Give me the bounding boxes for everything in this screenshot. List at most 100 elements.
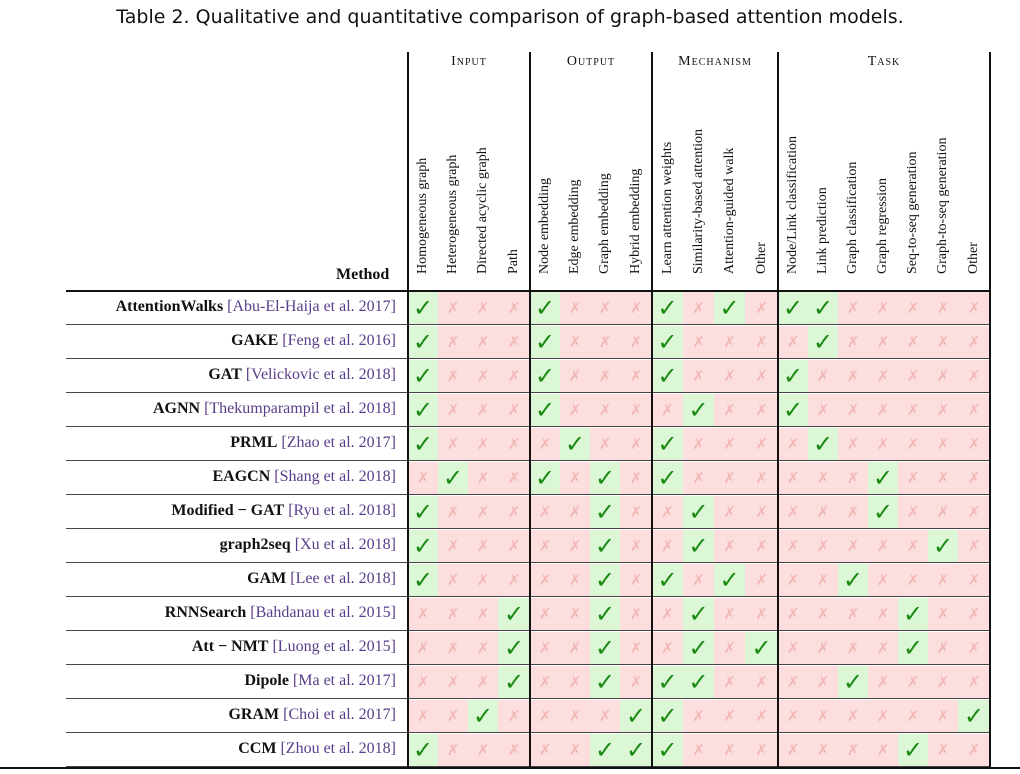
check-mark: ✓ xyxy=(652,666,683,698)
cross-mark: ✗ xyxy=(868,734,898,766)
check-mark: ✓ xyxy=(408,394,438,426)
cross-mark: ✗ xyxy=(620,598,652,630)
cross-mark: ✗ xyxy=(868,564,898,596)
citation-link[interactable]: [Luong et al. 2015] xyxy=(272,638,396,655)
citation-link[interactable]: [Ryu et al. 2018] xyxy=(288,502,396,519)
citation-link[interactable]: [Feng et al. 2016] xyxy=(282,332,396,349)
citation-link[interactable]: [Abu-El-Haija et al. 2017] xyxy=(227,298,396,315)
column-header-label: Graph classification xyxy=(845,161,860,274)
row-label: AttentionWalks [Abu-El-Haija et al. 2017… xyxy=(60,298,396,316)
citation-link[interactable]: [Xu et al. 2018] xyxy=(294,536,396,553)
check-mark: ✓ xyxy=(408,564,438,596)
check-mark: ✓ xyxy=(868,496,898,528)
cross-mark: ✗ xyxy=(898,360,928,392)
cross-mark: ✗ xyxy=(620,292,652,324)
group-divider xyxy=(407,52,409,768)
column-header-label: Edge embedding xyxy=(567,179,582,274)
column-header-label: Other xyxy=(966,242,981,274)
cross-mark: ✗ xyxy=(868,632,898,664)
column-header: Other xyxy=(745,90,778,290)
cross-mark: ✗ xyxy=(530,530,560,562)
cross-mark: ✗ xyxy=(745,326,778,358)
cross-mark: ✗ xyxy=(778,496,808,528)
citation-link[interactable]: [Shang et al. 2018] xyxy=(274,468,396,485)
row-rule xyxy=(66,664,990,665)
cross-mark: ✗ xyxy=(560,496,590,528)
cross-mark: ✗ xyxy=(745,462,778,494)
column-header-label: Seq-to-seq generation xyxy=(905,151,920,274)
cross-mark: ✗ xyxy=(438,734,468,766)
row-label: graph2seq [Xu et al. 2018] xyxy=(60,536,396,554)
cross-mark: ✗ xyxy=(683,292,714,324)
method-name: GAT xyxy=(208,366,242,383)
cross-mark: ✗ xyxy=(468,530,498,562)
cross-mark: ✗ xyxy=(468,666,498,698)
cross-mark: ✗ xyxy=(868,292,898,324)
citation-link[interactable]: [Choi et al. 2017] xyxy=(283,706,396,723)
check-mark: ✓ xyxy=(590,598,620,630)
cross-mark: ✗ xyxy=(958,326,990,358)
check-mark: ✓ xyxy=(438,462,468,494)
cross-mark: ✗ xyxy=(560,462,590,494)
cross-mark: ✗ xyxy=(438,360,468,392)
cross-mark: ✗ xyxy=(498,496,530,528)
check-mark: ✓ xyxy=(652,292,683,324)
cross-mark: ✗ xyxy=(838,360,868,392)
cross-mark: ✗ xyxy=(498,530,530,562)
cross-mark: ✗ xyxy=(745,700,778,732)
column-header: Learn attention weights xyxy=(652,90,683,290)
cross-mark: ✗ xyxy=(928,734,958,766)
check-mark: ✓ xyxy=(590,666,620,698)
cross-mark: ✗ xyxy=(745,394,778,426)
column-header: Similarity-based attention xyxy=(683,90,714,290)
cross-mark: ✗ xyxy=(714,428,745,460)
cross-mark: ✗ xyxy=(438,632,468,664)
citation-link[interactable]: [Lee et al. 2018] xyxy=(290,570,396,587)
check-mark: ✓ xyxy=(714,564,745,596)
check-mark: ✓ xyxy=(683,394,714,426)
cross-mark: ✗ xyxy=(745,666,778,698)
method-name: CCM xyxy=(238,740,277,757)
cross-mark: ✗ xyxy=(683,734,714,766)
cross-mark: ✗ xyxy=(652,496,683,528)
citation-link[interactable]: [Ma et al. 2017] xyxy=(292,672,396,689)
cross-mark: ✗ xyxy=(498,360,530,392)
check-mark: ✓ xyxy=(683,666,714,698)
row-rule xyxy=(66,766,990,767)
cross-mark: ✗ xyxy=(928,462,958,494)
cross-mark: ✗ xyxy=(560,394,590,426)
cross-mark: ✗ xyxy=(838,530,868,562)
row-label: EAGCN [Shang et al. 2018] xyxy=(60,468,396,486)
cross-mark: ✗ xyxy=(620,462,652,494)
cross-mark: ✗ xyxy=(560,360,590,392)
cross-mark: ✗ xyxy=(838,632,868,664)
row-rule xyxy=(66,392,990,393)
cross-mark: ✗ xyxy=(808,734,838,766)
citation-link[interactable]: [Thekumparampil et al. 2018] xyxy=(204,400,396,417)
cross-mark: ✗ xyxy=(898,292,928,324)
cross-mark: ✗ xyxy=(560,598,590,630)
cross-mark: ✗ xyxy=(498,462,530,494)
citation-link[interactable]: [Zhou et al. 2018] xyxy=(280,740,396,757)
cross-mark: ✗ xyxy=(838,394,868,426)
check-mark: ✓ xyxy=(652,326,683,358)
column-header-label: Homogeneous graph xyxy=(415,157,430,274)
citation-link[interactable]: [Zhao et al. 2017] xyxy=(281,434,396,451)
check-mark: ✓ xyxy=(590,734,620,766)
cross-mark: ✗ xyxy=(620,530,652,562)
cross-mark: ✗ xyxy=(808,598,838,630)
column-header-label: Graph embedding xyxy=(597,173,612,274)
method-name: GAM xyxy=(247,570,287,587)
cross-mark: ✗ xyxy=(714,700,745,732)
citation-link[interactable]: [Velickovic et al. 2018] xyxy=(245,366,396,383)
check-mark: ✓ xyxy=(530,326,560,358)
check-mark: ✓ xyxy=(498,598,530,630)
row-rule xyxy=(66,460,990,461)
cross-mark: ✗ xyxy=(438,598,468,630)
citation-link[interactable]: [Bahdanau et al. 2015] xyxy=(250,604,396,621)
cross-mark: ✗ xyxy=(928,564,958,596)
cross-mark: ✗ xyxy=(560,734,590,766)
cross-mark: ✗ xyxy=(468,734,498,766)
cross-mark: ✗ xyxy=(468,326,498,358)
cross-mark: ✗ xyxy=(408,598,438,630)
